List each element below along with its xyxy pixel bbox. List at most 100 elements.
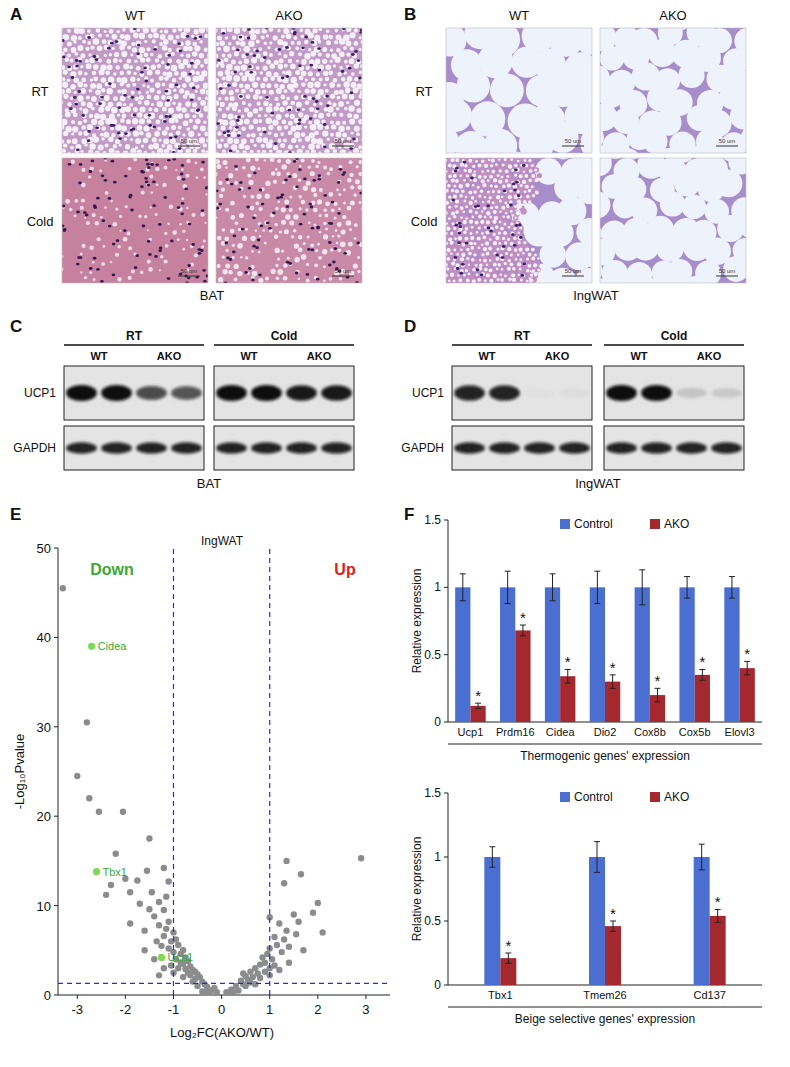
nucleus	[309, 117, 313, 120]
cell	[97, 237, 101, 241]
cell	[249, 75, 256, 82]
cell	[446, 99, 472, 132]
cell	[258, 278, 263, 283]
cell	[229, 90, 234, 95]
cell	[123, 103, 126, 106]
nucleus	[102, 219, 106, 222]
cell	[269, 53, 273, 57]
cell	[344, 107, 348, 111]
cell	[147, 95, 152, 100]
cell	[176, 35, 180, 39]
cell	[288, 121, 293, 126]
cell	[235, 168, 238, 171]
cell	[105, 106, 111, 112]
cell	[91, 119, 97, 125]
cell	[133, 33, 139, 39]
cell	[314, 81, 320, 87]
cell	[177, 238, 180, 241]
cell	[487, 205, 493, 211]
nucleus	[78, 182, 82, 185]
cell	[235, 89, 239, 93]
cell	[75, 52, 79, 56]
cell	[249, 88, 253, 92]
cell	[263, 77, 268, 82]
cell	[301, 46, 305, 50]
scale-bar	[178, 146, 200, 147]
cell	[89, 57, 95, 63]
cell	[289, 208, 293, 212]
cell	[349, 58, 355, 64]
cell	[63, 131, 68, 136]
histology-image	[446, 28, 592, 153]
cell	[337, 72, 341, 76]
cell	[204, 132, 208, 137]
cell	[139, 95, 144, 100]
cell	[165, 126, 169, 130]
nucleus	[303, 213, 307, 216]
nucleus	[134, 266, 138, 269]
cell	[171, 149, 176, 153]
nucleus	[245, 53, 249, 56]
nucleus	[318, 174, 322, 177]
nucleus	[124, 132, 128, 135]
nucleus	[359, 31, 362, 34]
cell	[176, 130, 181, 135]
cell	[327, 172, 331, 176]
cell	[319, 78, 323, 82]
nucleus	[89, 267, 93, 270]
cell	[157, 148, 163, 153]
nucleus	[177, 206, 181, 209]
cell	[298, 138, 302, 142]
cell	[257, 102, 261, 106]
cell	[104, 30, 107, 33]
cell	[234, 264, 239, 269]
cell	[108, 40, 113, 45]
nucleus	[263, 56, 267, 59]
nucleus	[163, 196, 167, 199]
cell	[216, 164, 221, 169]
cell	[123, 63, 129, 69]
nucleus	[223, 131, 227, 134]
cell	[65, 108, 69, 112]
nucleus	[343, 252, 347, 255]
cell	[325, 214, 329, 218]
cell	[231, 144, 238, 151]
scale-bar	[562, 146, 584, 147]
cell	[316, 144, 321, 149]
cell	[513, 215, 519, 221]
cell	[146, 132, 152, 138]
cell	[291, 41, 295, 45]
cell	[446, 188, 449, 193]
cell	[354, 28, 358, 32]
cell	[238, 60, 242, 64]
cell	[228, 173, 233, 178]
cell	[67, 29, 71, 33]
cell	[282, 71, 286, 75]
nucleus	[281, 77, 285, 80]
cell	[115, 150, 120, 153]
cell	[200, 64, 204, 68]
image-frame	[600, 28, 746, 153]
cell	[506, 183, 511, 188]
cell	[252, 82, 258, 88]
cell	[248, 180, 253, 185]
nucleus	[252, 216, 256, 219]
cell	[318, 53, 322, 57]
cell	[113, 96, 118, 101]
cell	[130, 28, 136, 33]
cell	[280, 132, 284, 136]
cell	[528, 167, 534, 173]
cell	[359, 71, 362, 74]
cell	[256, 66, 260, 70]
cell	[448, 158, 454, 163]
cell	[461, 230, 466, 235]
cell	[303, 242, 306, 245]
nucleus	[166, 63, 170, 66]
cell	[164, 166, 168, 170]
cell	[353, 114, 359, 120]
cell	[349, 173, 353, 177]
cell	[246, 158, 251, 162]
cell	[111, 133, 115, 137]
cell	[339, 113, 343, 117]
cell	[216, 78, 219, 83]
